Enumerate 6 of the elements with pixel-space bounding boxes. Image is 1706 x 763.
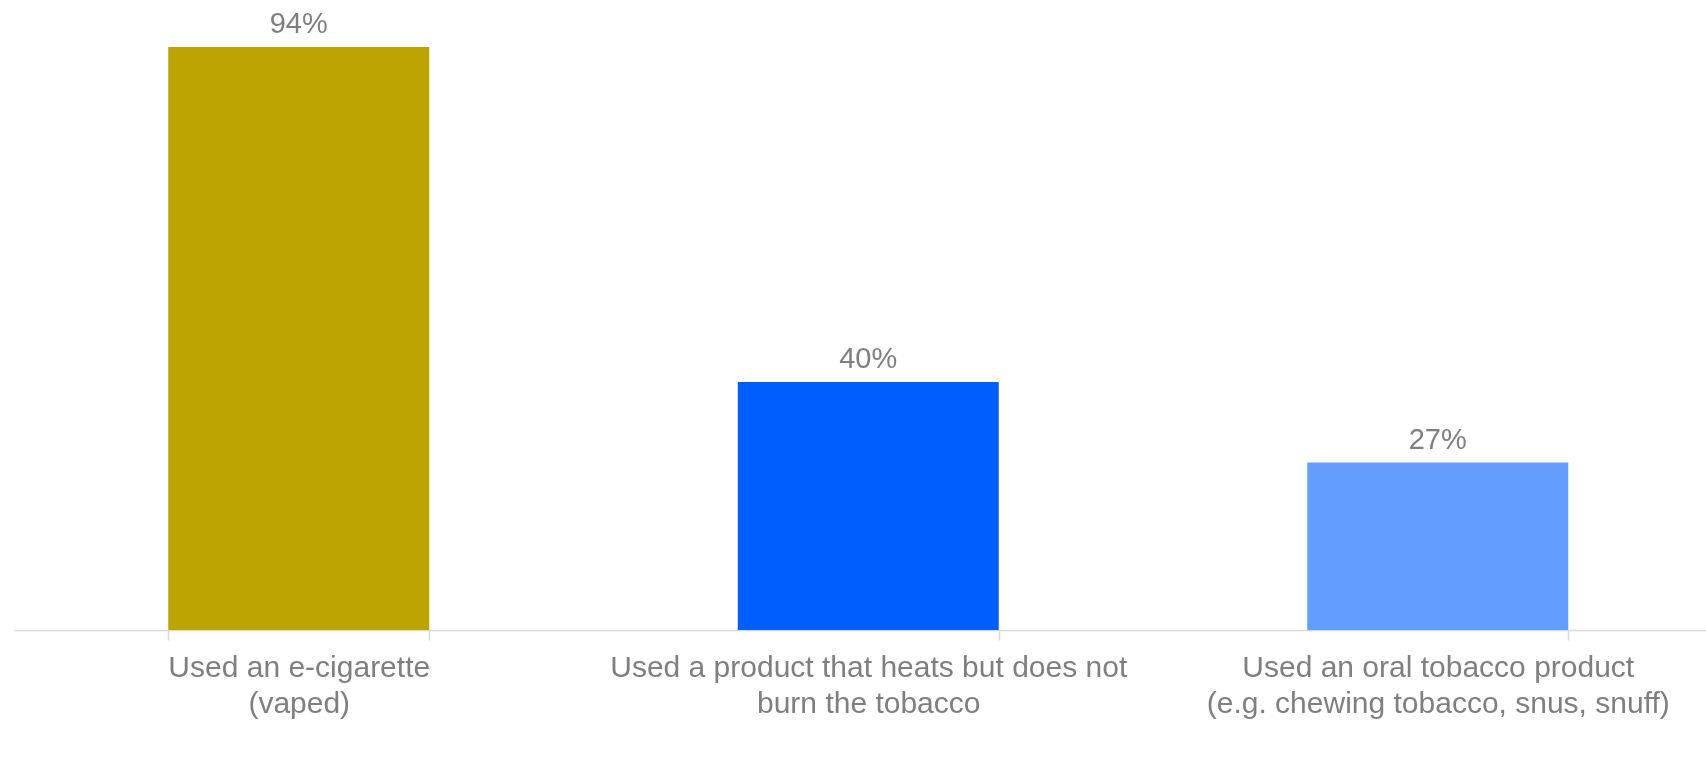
data-label: 40% — [839, 341, 898, 374]
x-tick-label: Used an e-cigarette (vaped) — [168, 649, 431, 719]
x-tick-label: Used a product that heats but does not burn the tobacco — [610, 649, 1128, 719]
data-label: 94% — [269, 7, 328, 39]
x-tick-label: Used an oral tobacco product (e.g. chewing tobacco, snus, snuff) — [1206, 649, 1670, 719]
data-label: 27% — [1408, 422, 1467, 455]
